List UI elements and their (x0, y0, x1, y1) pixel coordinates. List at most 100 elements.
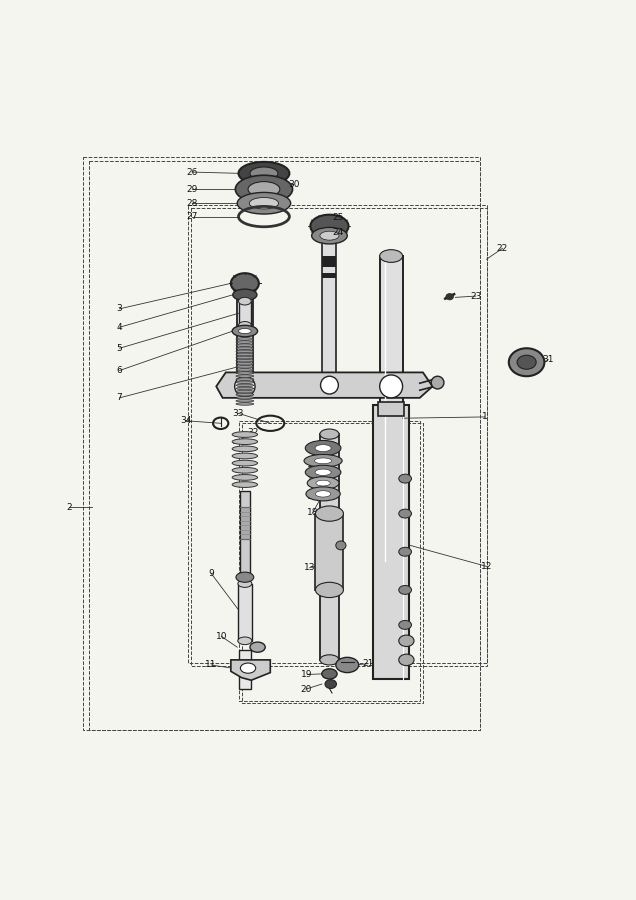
Ellipse shape (306, 487, 340, 501)
Text: 26: 26 (186, 167, 198, 176)
Ellipse shape (232, 482, 258, 488)
Ellipse shape (380, 375, 403, 398)
Ellipse shape (399, 635, 414, 646)
Ellipse shape (236, 396, 254, 399)
Ellipse shape (250, 642, 265, 652)
Bar (238, 302, 251, 325)
Bar (238, 421, 420, 701)
Ellipse shape (446, 293, 453, 300)
Bar (83, 158, 480, 730)
Ellipse shape (250, 167, 278, 180)
Text: 9: 9 (208, 569, 214, 578)
Text: 12: 12 (481, 562, 492, 571)
Ellipse shape (399, 620, 411, 629)
Ellipse shape (305, 440, 341, 455)
Ellipse shape (233, 289, 257, 301)
Ellipse shape (315, 491, 331, 497)
Ellipse shape (236, 353, 254, 356)
Ellipse shape (238, 162, 289, 184)
Bar (237, 284, 253, 383)
Text: 13: 13 (304, 563, 315, 572)
Text: 33: 33 (232, 409, 244, 418)
Ellipse shape (232, 474, 258, 481)
Ellipse shape (509, 348, 544, 376)
Text: 25: 25 (333, 213, 344, 222)
Text: 10: 10 (216, 632, 227, 641)
Ellipse shape (232, 432, 258, 437)
Text: 5: 5 (116, 344, 123, 353)
Ellipse shape (235, 176, 293, 203)
Ellipse shape (236, 378, 254, 381)
Ellipse shape (399, 547, 411, 556)
Ellipse shape (238, 580, 252, 588)
Ellipse shape (517, 356, 536, 369)
Ellipse shape (322, 669, 337, 679)
Ellipse shape (305, 465, 341, 480)
Ellipse shape (236, 359, 254, 362)
Ellipse shape (236, 372, 254, 374)
Ellipse shape (236, 400, 254, 402)
Ellipse shape (236, 374, 254, 377)
Ellipse shape (231, 274, 259, 293)
Ellipse shape (236, 356, 254, 359)
Ellipse shape (336, 541, 346, 550)
Ellipse shape (232, 325, 258, 337)
Ellipse shape (236, 350, 254, 353)
Text: 4: 4 (117, 323, 122, 332)
Text: 20: 20 (300, 685, 312, 694)
Ellipse shape (312, 228, 347, 244)
Ellipse shape (380, 249, 403, 263)
Ellipse shape (321, 376, 338, 394)
Text: 6: 6 (116, 366, 123, 375)
Ellipse shape (236, 338, 254, 340)
Bar (191, 208, 487, 666)
Ellipse shape (315, 506, 343, 521)
Ellipse shape (237, 193, 291, 214)
Ellipse shape (431, 376, 444, 389)
Ellipse shape (315, 582, 343, 598)
Bar (322, 274, 336, 278)
Bar (378, 402, 404, 417)
Ellipse shape (236, 369, 254, 371)
Ellipse shape (320, 655, 339, 665)
Ellipse shape (236, 341, 254, 344)
Polygon shape (231, 660, 270, 680)
Ellipse shape (232, 467, 258, 473)
Text: 2: 2 (66, 503, 71, 512)
Text: 11: 11 (205, 661, 217, 670)
Text: 16: 16 (307, 476, 319, 485)
Ellipse shape (232, 439, 258, 445)
Bar (188, 205, 487, 663)
Ellipse shape (399, 509, 411, 518)
Ellipse shape (325, 680, 336, 688)
Text: 32: 32 (247, 428, 259, 436)
Text: 30: 30 (288, 180, 300, 189)
Text: 23: 23 (470, 292, 481, 301)
Text: 27: 27 (186, 212, 198, 221)
Text: 8: 8 (238, 505, 245, 514)
Text: 21: 21 (362, 659, 373, 668)
Ellipse shape (232, 453, 258, 459)
Ellipse shape (315, 445, 331, 452)
Ellipse shape (310, 215, 349, 238)
Ellipse shape (304, 454, 342, 467)
Ellipse shape (320, 231, 339, 240)
Ellipse shape (307, 477, 339, 490)
Ellipse shape (232, 446, 258, 452)
Ellipse shape (238, 297, 251, 305)
Ellipse shape (238, 321, 251, 329)
Ellipse shape (236, 402, 254, 405)
Ellipse shape (236, 384, 254, 387)
Bar (380, 256, 403, 562)
Bar (238, 583, 252, 641)
Text: 14: 14 (307, 445, 319, 454)
Ellipse shape (248, 182, 280, 197)
Bar (238, 651, 251, 688)
Text: 19: 19 (301, 670, 313, 679)
Bar (320, 434, 339, 660)
Text: 29: 29 (186, 184, 198, 194)
Ellipse shape (236, 365, 254, 368)
Bar (240, 508, 250, 539)
Ellipse shape (232, 460, 258, 466)
Ellipse shape (236, 387, 254, 390)
